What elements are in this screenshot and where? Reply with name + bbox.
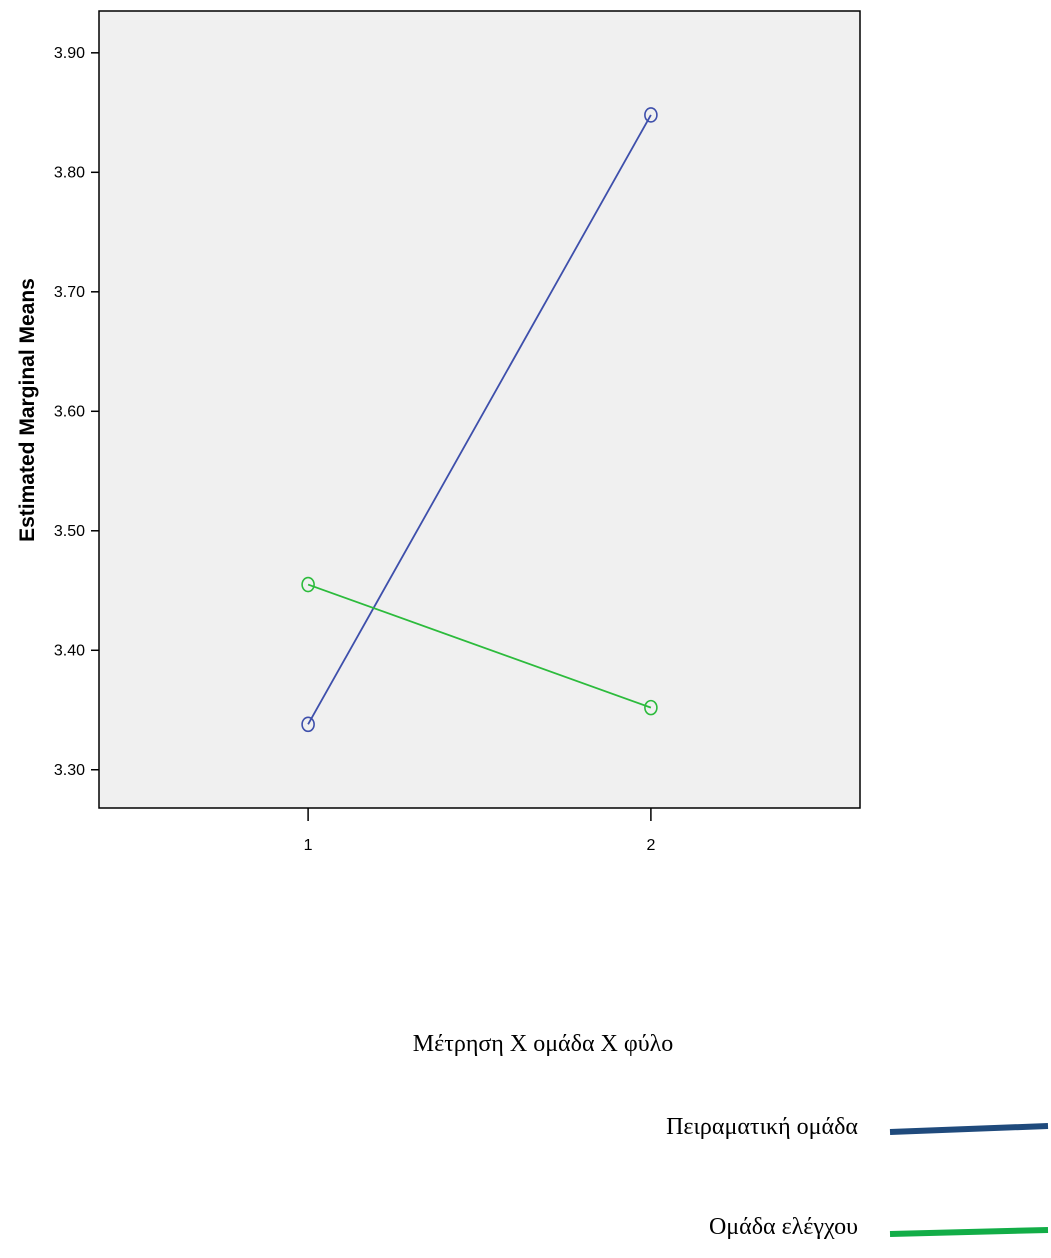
y-tick-label: 3.80 <box>54 164 85 181</box>
series-layer <box>301 107 658 733</box>
chart-caption: Μέτρηση Χ ομάδα Χ φύλο <box>413 1031 673 1057</box>
series-2-point <box>301 576 315 593</box>
y-tick-label: 3.70 <box>54 284 85 301</box>
y-tick-label: 3.50 <box>54 523 85 540</box>
series-1-point <box>301 716 315 733</box>
series-2-point <box>644 699 658 716</box>
y-tick-label: 3.30 <box>54 762 85 779</box>
legend-swatch-1 <box>889 1123 1049 1135</box>
y-axis: 3.30 3.40 3.50 3.60 3.70 3.80 3.90 <box>54 45 99 779</box>
legend-swatch-2 <box>889 1227 1049 1237</box>
legend: Πειραματική ομάδα Ομάδα ελέγχου <box>666 1114 1049 1240</box>
x-tick-label: 2 <box>646 837 655 854</box>
y-tick-label: 3.90 <box>54 45 85 62</box>
series-line-1 <box>307 114 652 725</box>
plot-area <box>98 10 861 809</box>
legend-label-1: Πειραματική ομάδα <box>666 1114 858 1140</box>
series-line-2 <box>307 583 652 709</box>
y-tick-label: 3.60 <box>54 403 85 420</box>
x-tick-label: 1 <box>304 837 313 854</box>
y-tick-label: 3.40 <box>54 642 85 659</box>
legend-label-2: Ομάδα ελέγχου <box>709 1214 858 1240</box>
y-axis-label: Estimated Marginal Means <box>16 278 39 542</box>
series-1-point <box>644 107 658 123</box>
